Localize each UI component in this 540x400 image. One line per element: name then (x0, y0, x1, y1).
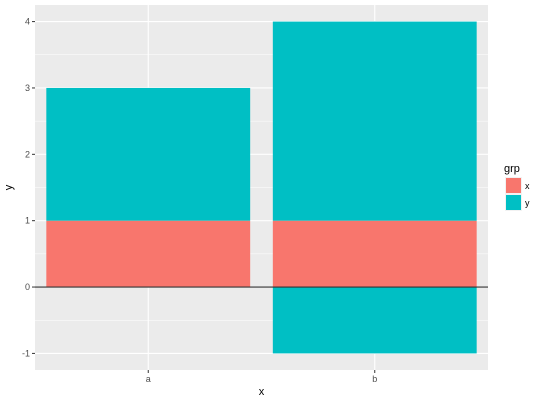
y-tick-label: 0 (25, 282, 30, 292)
bar-a-x (46, 220, 251, 288)
legend-swatch-x (506, 178, 521, 193)
legend-title: grp (504, 163, 520, 175)
y-tick-label: 4 (25, 17, 30, 27)
legend-swatch-y (506, 195, 521, 210)
y-tick-label: -1 (22, 348, 30, 358)
legend-label-x: x (525, 181, 530, 191)
x-tick-label: b (372, 374, 377, 384)
bar-a-y (46, 87, 251, 221)
y-tick-label: 1 (25, 216, 30, 226)
y-axis-ticks: -1 0 1 2 3 4 (22, 17, 35, 358)
legend-label-y: y (525, 198, 530, 208)
bar-b-y (272, 21, 477, 221)
y-tick-label: 3 (25, 83, 30, 93)
y-axis-title: y (3, 184, 15, 190)
bar-b-x (272, 220, 477, 288)
x-axis-title: x (259, 386, 265, 398)
y-tick-label: 2 (25, 149, 30, 159)
legend: grp xy (504, 163, 530, 211)
bars (46, 21, 477, 354)
x-tick-label: a (146, 374, 151, 384)
bar-b-y (272, 287, 477, 354)
